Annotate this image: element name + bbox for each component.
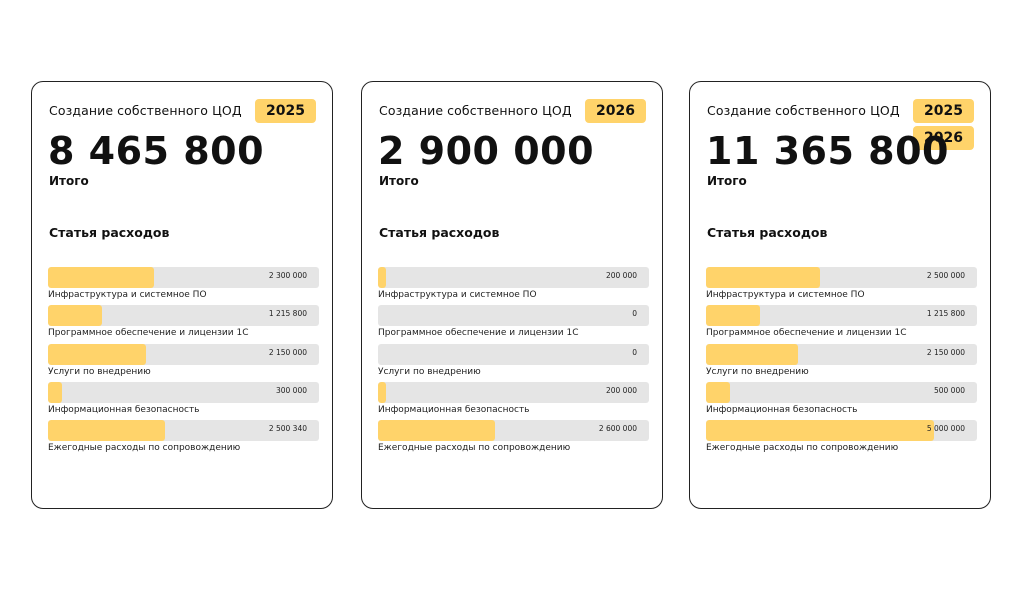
- bar-fill: [378, 420, 495, 442]
- row-label: Инфраструктура и системное ПО: [48, 290, 207, 300]
- year-badges: 2025 2026: [913, 99, 974, 150]
- row-label: Ежегодные расходы по сопровождению: [378, 443, 571, 454]
- total-label: Итого: [707, 174, 747, 188]
- bar-value: 0: [632, 309, 637, 319]
- row-label: Услуги по внедрению: [706, 366, 809, 377]
- card-title: Создание собственного ЦОД: [707, 103, 900, 118]
- expense-row: 1 215 800 Программное обеспечение и лице…: [48, 305, 319, 343]
- year-badge: 2026: [585, 99, 646, 123]
- bar-value: 2 500 000: [926, 271, 965, 280]
- bar-value: 2 600 000: [598, 424, 637, 434]
- row-label: Услуги по внедрению: [378, 366, 481, 377]
- bar-value: 1 215 800: [926, 309, 965, 319]
- expense-row: 200 000 Инфраструктура и системное ПО: [378, 267, 649, 305]
- total-value: 2 900 000: [378, 129, 595, 173]
- bar-fill: [378, 381, 387, 403]
- bar-value: 200 000: [605, 271, 637, 280]
- bar-fill: [48, 381, 62, 403]
- total-label: Итого: [379, 174, 419, 188]
- row-label: Услуги по внедрению: [48, 366, 151, 377]
- bar-fill: [706, 420, 934, 442]
- year-badges: 2025: [255, 99, 316, 123]
- bar-value: 300 000: [275, 385, 307, 395]
- cost-card-2025: Создание собственного ЦОД 2025 8 465 800…: [31, 81, 333, 509]
- bar-value: 2 300 000: [268, 271, 307, 280]
- bar-track: 2 150 000: [706, 343, 977, 365]
- row-label: Инфраструктура и системное ПО: [706, 290, 865, 300]
- bar-value: 1 215 800: [268, 309, 307, 319]
- bar-fill: [48, 305, 103, 327]
- total-label: Итого: [49, 174, 89, 188]
- section-title: Статья расходов: [707, 225, 828, 240]
- cost-card-2026: Создание собственного ЦОД 2026 2 900 000…: [361, 81, 663, 509]
- bar-value: 2 150 000: [926, 347, 965, 357]
- expense-row: 5 000 000 Ежегодные расходы по сопровожд…: [706, 420, 977, 458]
- bar-fill: [48, 267, 154, 288]
- expense-row: 2 300 000 Инфраструктура и системное ПО: [48, 267, 319, 305]
- expense-row: 300 000 Информационная безопасность: [48, 381, 319, 420]
- row-label: Программное обеспечение и лицензии 1С: [706, 328, 907, 339]
- expense-row: 0 Услуги по внедрению: [378, 343, 649, 382]
- bar-track: 2 500 340: [48, 420, 319, 442]
- expense-row: 2 150 000 Услуги по внедрению: [48, 343, 319, 382]
- bar-value: 5 000 000: [926, 424, 965, 434]
- expense-row: 2 600 000 Ежегодные расходы по сопровожд…: [378, 420, 649, 458]
- expense-row: 2 500 340 Ежегодные расходы по сопровожд…: [48, 420, 319, 458]
- bar-fill: [706, 343, 799, 365]
- bar-track: 0: [378, 343, 649, 365]
- cost-card-total: Создание собственного ЦОД 2025 2026 11 3…: [689, 81, 991, 509]
- bar-track: 300 000: [48, 381, 319, 403]
- bar-fill: [48, 343, 146, 365]
- bar-track: 1 215 800: [706, 305, 977, 327]
- bar-track: 500 000: [706, 381, 977, 403]
- bar-track: 2 150 000: [48, 343, 319, 365]
- row-label: Ежегодные расходы по сопровождению: [706, 443, 899, 454]
- expense-list: 2 500 000 Инфраструктура и системное ПО …: [706, 267, 977, 458]
- total-value: 11 365 800: [706, 129, 949, 173]
- bar-value: 2 150 000: [268, 347, 307, 357]
- row-label: Информационная безопасность: [706, 404, 858, 415]
- bar-track: 0: [378, 305, 649, 327]
- bar-track: 5 000 000: [706, 420, 977, 442]
- row-label: Информационная безопасность: [48, 404, 200, 415]
- expense-row: 200 000 Информационная безопасность: [378, 381, 649, 420]
- expense-list: 200 000 Инфраструктура и системное ПО 0 …: [378, 267, 649, 458]
- bar-value: 500 000: [933, 385, 965, 395]
- year-badge: 2025: [255, 99, 316, 123]
- card-title: Создание собственного ЦОД: [49, 103, 242, 118]
- bar-value: 0: [632, 347, 637, 357]
- expense-row: 0 Программное обеспечение и лицензии 1С: [378, 305, 649, 343]
- bar-fill: [706, 305, 761, 327]
- bar-fill: [378, 267, 387, 288]
- section-title: Статья расходов: [49, 225, 170, 240]
- row-label: Инфраструктура и системное ПО: [378, 290, 537, 300]
- bar-track: 2 300 000: [48, 267, 319, 288]
- bar-track: 2 500 000: [706, 267, 977, 288]
- bar-track: 1 215 800: [48, 305, 319, 327]
- expense-list: 2 300 000 Инфраструктура и системное ПО …: [48, 267, 319, 458]
- bar-track: 200 000: [378, 381, 649, 403]
- year-badge: 2026: [913, 126, 974, 150]
- total-value: 8 465 800: [48, 129, 265, 173]
- bar-fill: [706, 267, 820, 288]
- expense-row: 2 150 000 Услуги по внедрению: [706, 343, 977, 382]
- expense-row: 2 500 000 Инфраструктура и системное ПО: [706, 267, 977, 305]
- bar-track: 2 600 000: [378, 420, 649, 442]
- bar-fill: [48, 420, 165, 442]
- section-title: Статья расходов: [379, 225, 500, 240]
- year-badge: 2025: [913, 99, 974, 123]
- row-label: Программное обеспечение и лицензии 1С: [48, 328, 249, 339]
- expense-row: 1 215 800 Программное обеспечение и лице…: [706, 305, 977, 343]
- bar-track: 200 000: [378, 267, 649, 288]
- bar-value: 2 500 340: [268, 424, 307, 434]
- row-label: Информационная безопасность: [378, 404, 530, 415]
- row-label: Ежегодные расходы по сопровождению: [48, 443, 241, 454]
- card-title: Создание собственного ЦОД: [379, 103, 572, 118]
- bar-fill: [706, 381, 731, 403]
- bar-value: 200 000: [605, 385, 637, 395]
- expense-row: 500 000 Информационная безопасность: [706, 381, 977, 420]
- year-badges: 2026: [585, 99, 646, 123]
- row-label: Программное обеспечение и лицензии 1С: [378, 328, 579, 339]
